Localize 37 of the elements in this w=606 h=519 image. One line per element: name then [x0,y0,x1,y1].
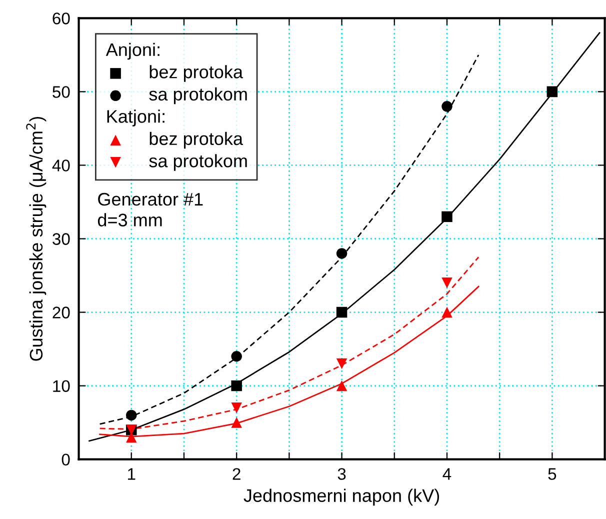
y-tick-label: 20 [52,306,70,318]
legend-label: bez protoka [150,65,244,82]
point [126,410,137,421]
point [442,101,452,112]
point [231,351,242,362]
x-tick-label: 2 [232,468,240,480]
x-tick-label: 5 [548,468,556,480]
point [336,248,348,259]
y-tick-label: 10 [53,380,70,392]
point [442,211,452,222]
legend-label: sa protokom [149,154,247,171]
point [336,306,348,318]
y-tick-label: 60 [52,12,70,24]
point [231,402,242,414]
line-series [88,32,600,442]
point [336,358,348,370]
y-tick-label: 0 [62,454,70,466]
point [231,380,242,392]
y-tick-label: 50 [52,86,70,98]
point [546,86,558,98]
y-axis-title: Gustina jonske struje (μA/cm$^{2}$) [26,116,46,361]
legend-label: bez protoka [150,132,244,149]
x-tick-label: 1 [128,468,136,480]
y-tick-label: 40 [52,160,70,172]
annotation: Katjoni: [107,110,164,126]
legend-label: sa protokom [149,87,247,104]
y-tick-label: 30 [52,233,70,245]
point [442,277,452,288]
x-axis-title: Jednosmerni napon (kV) [244,488,440,506]
x-tick-label: 4 [442,468,452,480]
point [336,380,348,392]
point [442,306,452,318]
annotation: Generator #1 d=3 mm [98,192,203,226]
annotation: Anjoni: [106,42,160,60]
point [231,417,242,428]
point [126,432,137,443]
x-tick-label: 3 [338,468,346,480]
